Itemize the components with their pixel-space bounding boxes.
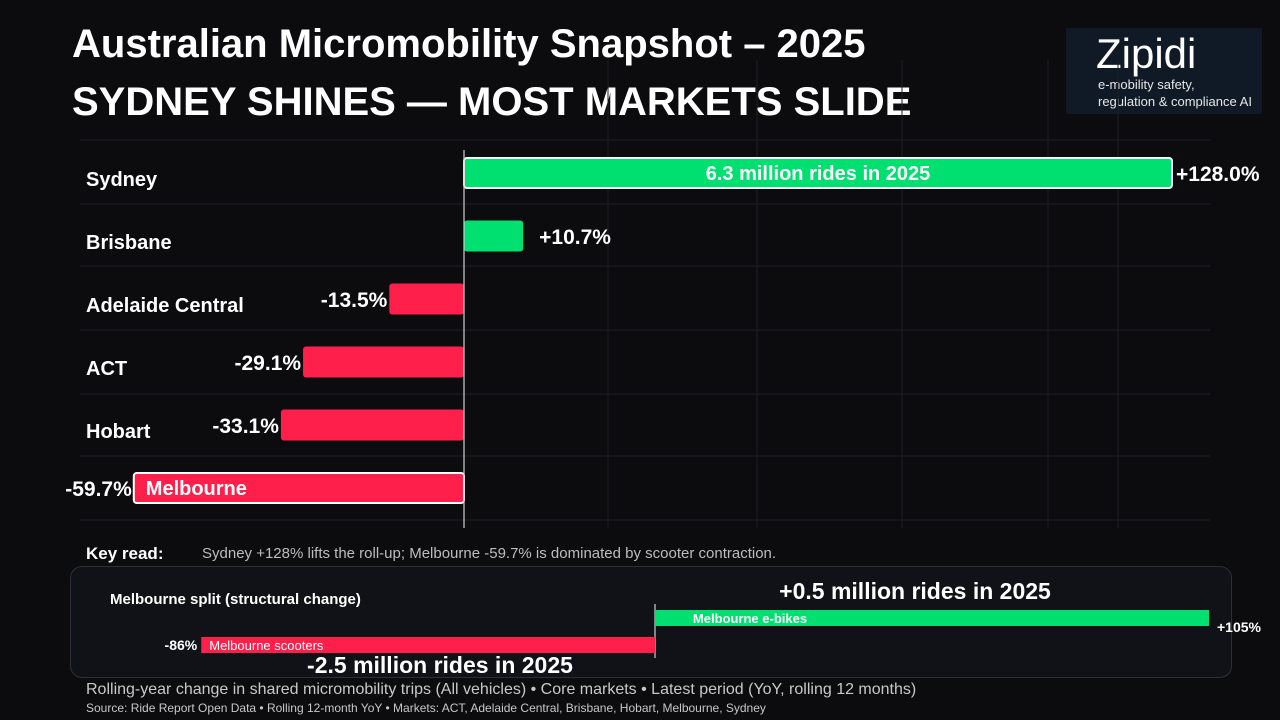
value-label-melbourne: -59.7% [65, 478, 132, 501]
page-title: Australian Micromobility Snapshot – 2025 [72, 22, 866, 66]
logo-brand: Zipidi [1096, 30, 1197, 77]
category-label-sydney: Sydney [86, 169, 158, 191]
logo-tagline-line1: e-mobility safety, [1098, 77, 1195, 92]
bar-inner-label-melbourne-scooters: Melbourne scooters [209, 638, 324, 653]
logo-tagline-line2: regulation & compliance AI [1098, 94, 1252, 109]
key-read-text: Sydney +128% lifts the roll-up; Melbourn… [202, 545, 777, 562]
bar-adelaide-central [389, 283, 464, 315]
bar-hobart [280, 409, 464, 441]
bar-act [303, 346, 464, 378]
category-label-adelaide-central: Adelaide Central [86, 295, 244, 317]
key-read-label: Key read: [86, 544, 164, 563]
value-label-sydney: +128.0% [1176, 163, 1260, 186]
bar-inner-label-melbourne-e-bikes: Melbourne e-bikes [693, 611, 807, 626]
bar-melbourne-e-bikes [655, 610, 1209, 626]
footer-description: Rolling-year change in shared micromobil… [86, 681, 917, 698]
page-subtitle: SYDNEY SHINES — MOST MARKETS SLIDE [72, 80, 912, 124]
value-label-melbourne-e-bikes: +105% [1217, 619, 1262, 635]
logo-tagline: e-mobility safety, regulation & complian… [1098, 76, 1252, 110]
value-label-brisbane: +10.7% [539, 226, 611, 249]
melbourne-split-chart: Melbourne split (structural change) Melbo… [110, 578, 1262, 678]
annotation-ebikes: +0.5 million rides in 2025 [779, 578, 1051, 604]
market-change-chart: Sydney +128.0% 6.3 million rides in 2025 Br… [65, 60, 1260, 528]
value-label-adelaide-central: -13.5% [321, 289, 388, 312]
annotation-scooters: -2.5 million rides in 2025 [307, 652, 573, 678]
footer-source: Source: Ride Report Open Data • Rolling … [86, 701, 766, 715]
bar-melbourne-scooters [201, 637, 655, 653]
bar-inner-label-sydney: 6.3 million rides in 2025 [706, 163, 931, 185]
value-label-melbourne-scooters: -86% [165, 637, 198, 653]
category-label-brisbane: Brisbane [86, 232, 172, 254]
category-label-hobart: Hobart [86, 421, 151, 443]
bar-inner-label-melbourne: Melbourne [146, 478, 247, 500]
bar-brisbane [464, 220, 524, 252]
zipidi-logo: Zipidi e-mobility safety, regulation & c… [1066, 28, 1262, 114]
split-chart-title: Melbourne split (structural change) [110, 591, 361, 608]
value-label-hobart: -33.1% [212, 415, 279, 438]
value-label-act: -29.1% [234, 352, 301, 375]
category-label-act: ACT [86, 358, 127, 380]
